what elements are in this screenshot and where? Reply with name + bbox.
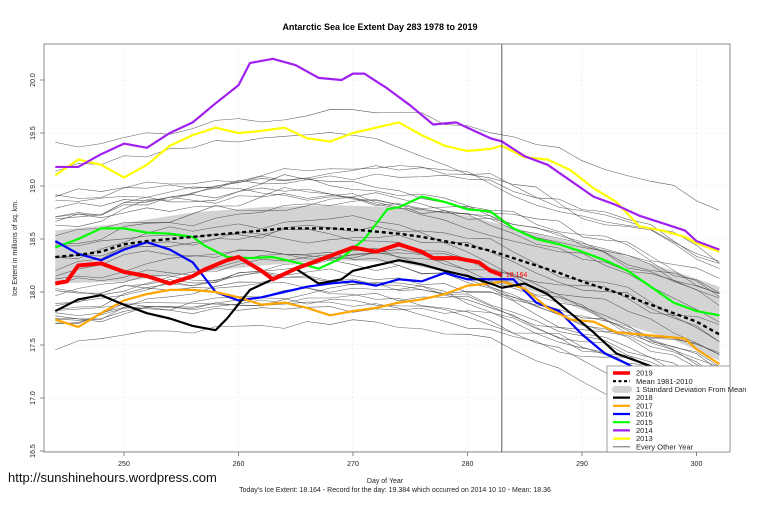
legend-swatch <box>612 385 632 393</box>
other-year-line <box>55 187 720 279</box>
other-year-line <box>55 196 720 294</box>
y-tick-label: 18.0 <box>30 285 37 299</box>
y-tick-label: 18.5 <box>30 232 37 246</box>
x-tick-label: 250 <box>118 461 130 468</box>
legend-label: 2015 <box>636 418 653 427</box>
x-axis-label: Day of Year <box>367 478 404 485</box>
other-year-line <box>55 276 720 389</box>
y-tick-label: 16.5 <box>30 444 37 458</box>
legend-label: 2019 <box>636 369 653 378</box>
legend-label: 1 Standard Deviation From Mean <box>636 385 746 394</box>
summary-text: Today's Ice Extent: 18.164 - Record for … <box>239 487 551 494</box>
x-tick-label: 260 <box>233 461 245 468</box>
other-year-line <box>55 231 720 355</box>
other-year-line <box>55 268 720 382</box>
x-tick-label: 270 <box>347 461 359 468</box>
series-line-2015 <box>54 195 720 317</box>
series-line-2017 <box>54 280 720 366</box>
website-link[interactable]: http://sunshinehours.wordpress.com <box>8 470 217 485</box>
series-line-mean-1981-2010 <box>55 227 720 336</box>
other-year-line <box>55 109 720 211</box>
other-year-line <box>55 165 720 264</box>
legend-label: 2014 <box>636 426 653 435</box>
current-value-label: 18.164 <box>506 272 528 279</box>
other-year-line <box>55 247 720 376</box>
legend-label: Every Other Year <box>636 442 694 451</box>
y-axis-label: Ice Extent in millions of sq. km. <box>12 200 19 296</box>
legend-label: 2017 <box>636 401 653 410</box>
y-axis: 16.5 17.0 17.5 18.0 18.5 19.0 19.5 20.0 <box>30 73 44 458</box>
other-year-line <box>55 173 720 264</box>
plot-frame <box>43 43 731 453</box>
series-line-2016 <box>54 240 721 429</box>
series-line-2018 <box>54 259 720 394</box>
legend-label: 2018 <box>636 393 653 402</box>
other-year-line <box>55 224 720 342</box>
y-tick-label: 17.5 <box>30 338 37 352</box>
x-tick-label: 280 <box>462 461 474 468</box>
other-year-line <box>55 249 720 354</box>
other-year-line <box>55 187 720 297</box>
series-line-2019 <box>54 242 503 286</box>
series-line-2014 <box>55 57 720 251</box>
x-axis: 250 260 270 280 290 300 <box>118 452 702 468</box>
x-tick-label: 290 <box>576 461 588 468</box>
y-tick-label: 20.0 <box>30 73 37 87</box>
legend-label: 2013 <box>636 434 653 443</box>
chart-title: Antarctic Sea Ice Extent Day 283 1978 to… <box>282 22 477 32</box>
series-line-2013 <box>54 121 720 253</box>
other-year-line <box>55 175 720 294</box>
legend-label: Mean 1981-2010 <box>636 377 693 386</box>
other-year-line <box>55 215 720 343</box>
other-year-line <box>55 187 720 299</box>
other-year-line <box>55 199 720 306</box>
y-tick-label: 17.0 <box>30 391 37 405</box>
legend-label: 2016 <box>636 410 653 419</box>
y-tick-label: 19.5 <box>30 126 37 140</box>
highlight-series <box>54 57 721 429</box>
other-year-line <box>55 165 720 269</box>
y-tick-label: 19.0 <box>30 179 37 193</box>
x-tick-label: 300 <box>691 461 703 468</box>
